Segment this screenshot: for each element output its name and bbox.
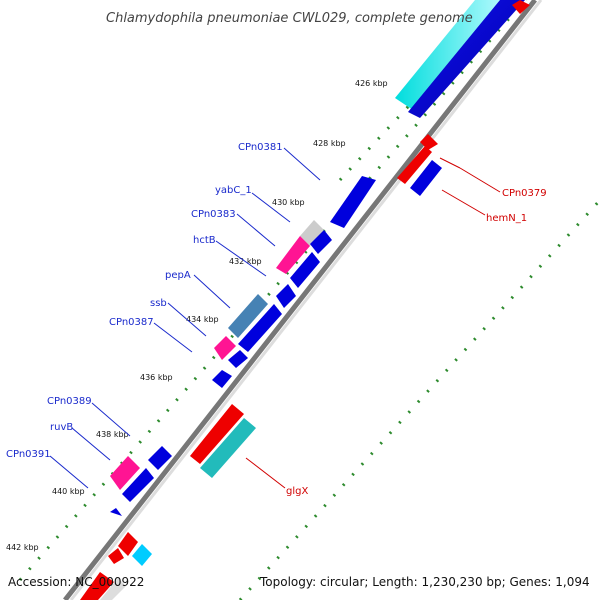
gene-hctB-2[interactable]	[310, 230, 332, 254]
backbone-dark	[63, 0, 537, 600]
gene-blue-436[interactable]	[212, 370, 232, 388]
accession-label: Accession: NC_000922	[8, 575, 144, 589]
connector-pepA	[193, 274, 231, 309]
gene-glgX[interactable]	[200, 418, 256, 478]
gene-grey-bottom[interactable]	[100, 578, 126, 600]
connector-cpn0391	[49, 455, 89, 489]
connector-cpn0387	[153, 322, 193, 353]
label-glgX[interactable]: glgX	[286, 486, 308, 497]
tick-438: 438 kbp	[96, 430, 129, 439]
tick-430: 430 kbp	[272, 198, 305, 207]
connector-hemN-1	[441, 189, 486, 216]
label-ssb[interactable]: ssb	[150, 298, 167, 309]
label-cpn0389[interactable]: CPn0389	[47, 396, 92, 407]
gene-cpn0381[interactable]	[330, 176, 376, 228]
label-cpn0387[interactable]: CPn0387	[109, 317, 154, 328]
connector-cpn0379-a	[439, 157, 461, 169]
gene-hemN-1[interactable]	[410, 160, 442, 196]
gene-red-corner[interactable]	[512, 0, 530, 14]
label-pepA[interactable]: pepA	[165, 270, 191, 281]
label-cpn0383[interactable]: CPn0383	[191, 209, 236, 220]
gene-ssb[interactable]	[238, 304, 282, 352]
tick-426: 426 kbp	[355, 79, 388, 88]
gene-cpn0379[interactable]	[397, 146, 432, 184]
label-cpn0391[interactable]: CPn0391	[6, 449, 51, 460]
label-yabC-1[interactable]: yabC_1	[215, 185, 252, 196]
page-title: Chlamydophila pneumoniae CWL029, complet…	[106, 11, 473, 26]
gene-cyan-bottom[interactable]	[132, 544, 152, 566]
gene-small-blue[interactable]	[276, 284, 296, 308]
gene-yabC-1[interactable]	[300, 220, 324, 246]
label-hemN-1[interactable]: hemN_1	[486, 213, 527, 224]
tick-440: 440 kbp	[52, 487, 85, 496]
genome-summary: Topology: circular; Length: 1,230,230 bp…	[259, 575, 590, 589]
connector-cpn0389	[91, 402, 131, 437]
inner-dotted-ring	[238, 198, 600, 600]
gene-red-bottom-3[interactable]	[80, 572, 114, 600]
gene-cpn0387-2[interactable]	[228, 350, 248, 368]
label-cpn0381[interactable]: CPn0381	[238, 142, 283, 153]
gene-red-bottom-2[interactable]	[108, 548, 124, 564]
connector-ruvB	[71, 427, 111, 461]
connector-cpn0379-b	[459, 167, 501, 193]
gene-red-bottom-1[interactable]	[118, 532, 138, 556]
connector-cpn0381	[283, 147, 321, 181]
tick-436: 436 kbp	[140, 373, 173, 382]
connector-hctB	[215, 240, 267, 277]
gene-cpn0391[interactable]	[110, 508, 122, 516]
connector-yabC-1	[251, 192, 291, 223]
label-cpn0379[interactable]: CPn0379	[502, 188, 547, 199]
gene-pepA[interactable]	[228, 294, 268, 338]
connector-ssb	[167, 302, 207, 337]
gene-hctB[interactable]	[290, 252, 320, 288]
connector-cpn0383	[236, 213, 276, 247]
tick-442: 442 kbp	[6, 543, 39, 552]
tick-428: 428 kbp	[313, 139, 346, 148]
gene-blue-top[interactable]	[408, 0, 525, 118]
gene-ruvB[interactable]	[122, 468, 154, 502]
backbone-light	[69, 0, 543, 600]
gene-cpn0379-head[interactable]	[420, 134, 438, 150]
label-ruvB[interactable]: ruvB	[50, 422, 73, 433]
tick-434: 434 kbp	[186, 315, 219, 324]
gene-glgX-red[interactable]	[190, 404, 244, 464]
label-hctB[interactable]: hctB	[193, 235, 216, 246]
gene-cpn0383[interactable]	[276, 236, 310, 274]
connector-glgX	[245, 457, 286, 489]
gene-cpn0389[interactable]	[110, 456, 140, 490]
gene-blue-ruvB-2[interactable]	[148, 446, 172, 470]
gene-cpn0387[interactable]	[214, 336, 236, 360]
